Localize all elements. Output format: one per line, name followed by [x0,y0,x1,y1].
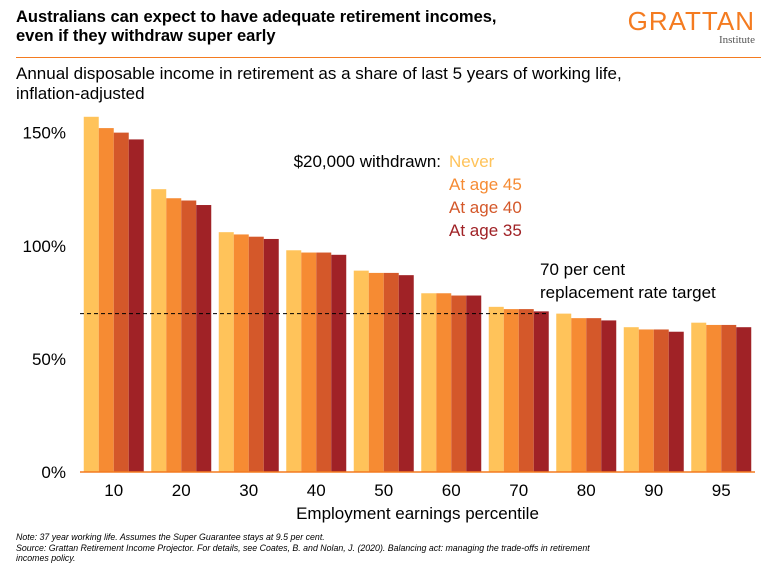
bar-at-age-35-p60 [466,295,482,472]
bar-never-p30 [218,232,234,472]
bar-at-age-35-p80 [601,320,617,472]
bar-at-age-35-p40 [331,254,347,472]
bar-at-age-45-p60 [436,293,452,472]
bar-at-age-35-p20 [196,205,212,472]
legend-title: $20,000 withdrawn: [294,152,441,171]
bar-at-age-35-p90 [668,331,684,472]
bar-at-age-45-p80 [571,318,587,472]
bar-never-p20 [151,189,167,472]
bar-at-age-40-p40 [316,252,332,472]
bar-at-age-35-p95 [736,327,752,472]
legend-entry-at-age-40: At age 40 [449,198,522,217]
bar-never-p10 [83,116,99,472]
x-tick-label: 70 [509,481,528,500]
x-tick-label: 30 [239,481,258,500]
subtitle-line-1: Annual disposable income in retirement a… [16,64,622,83]
title-line-1: Australians can expect to have adequate … [16,8,497,26]
bar-at-age-40-p90 [653,329,669,472]
source-text-line-1: Source: Grattan Retirement Income Projec… [16,542,590,553]
legend-entry-at-age-45: At age 45 [449,175,522,194]
x-tick-label: 40 [307,481,326,500]
subtitle-line-2: inflation-adjusted [16,84,145,103]
bar-at-age-45-p50 [368,272,384,472]
bar-never-p70 [488,306,504,472]
bar-at-age-40-p80 [586,318,602,472]
bar-at-age-45-p40 [301,252,317,472]
bar-at-age-35-p70 [533,311,549,472]
bar-never-p40 [286,250,302,472]
bar-at-age-45-p70 [503,309,519,472]
x-tick-label: 50 [374,481,393,500]
bar-never-p80 [556,313,572,472]
bar-at-age-35-p10 [128,139,144,472]
bar-at-age-40-p50 [383,272,399,472]
y-tick-label: 50% [32,350,66,369]
chart-notes: Note: 37 year working life. Assumes the … [16,532,761,564]
chart-title: Australians can expect to have adequate … [16,8,616,46]
x-tick-label: 60 [442,481,461,500]
x-tick-label: 20 [172,481,191,500]
bar-at-age-45-p90 [638,329,654,472]
bar-at-age-35-p30 [263,238,279,472]
bar-at-age-45-p95 [706,324,722,472]
bar-at-age-40-p60 [451,295,467,472]
bar-at-age-45-p30 [233,234,249,472]
bar-never-p50 [353,270,369,472]
bar-at-age-45-p20 [166,198,182,473]
logo-wordmark: GRATTAN [627,6,755,36]
x-tick-label: 90 [644,481,663,500]
chart-subtitle: Annual disposable income in retirement a… [16,64,756,104]
reference-line-label: replacement rate target [540,283,716,302]
bar-never-p90 [623,327,639,472]
x-tick-label: 10 [104,481,123,500]
bar-at-age-40-p30 [248,236,264,472]
bar-at-age-40-p70 [518,309,534,472]
legend-entry-never: Never [449,152,495,171]
y-tick-label: 100% [23,237,66,256]
x-axis-label: Employment earnings percentile [296,504,539,523]
header-rule [16,57,761,58]
bar-at-age-40-p20 [181,200,197,472]
bar-never-p60 [421,293,437,472]
bar-at-age-40-p95 [721,324,737,472]
reference-line-label: 70 per cent [540,260,625,279]
y-tick-label: 150% [23,124,66,143]
y-tick-label: 0% [41,463,66,482]
source-text-line-2: incomes policy. [16,553,76,563]
legend-entry-at-age-35: At age 35 [449,221,522,240]
x-tick-label: 80 [577,481,596,500]
bar-never-p95 [691,322,707,472]
bar-at-age-45-p10 [98,128,114,472]
title-line-2: even if they withdraw super early [16,27,276,45]
x-tick-label: 95 [712,481,731,500]
bar-at-age-40-p10 [113,132,129,472]
bar-chart: 0% 50% 100% 150% 10 20 30 40 50 60 70 80 90 95 70 per … [23,116,755,523]
grattan-logo: GRATTAN Institute [628,8,755,46]
bar-at-age-35-p50 [398,275,414,472]
note-text: Note: 37 year working life. Assumes the … [16,532,325,542]
logo-subtext: Institute [718,34,755,46]
